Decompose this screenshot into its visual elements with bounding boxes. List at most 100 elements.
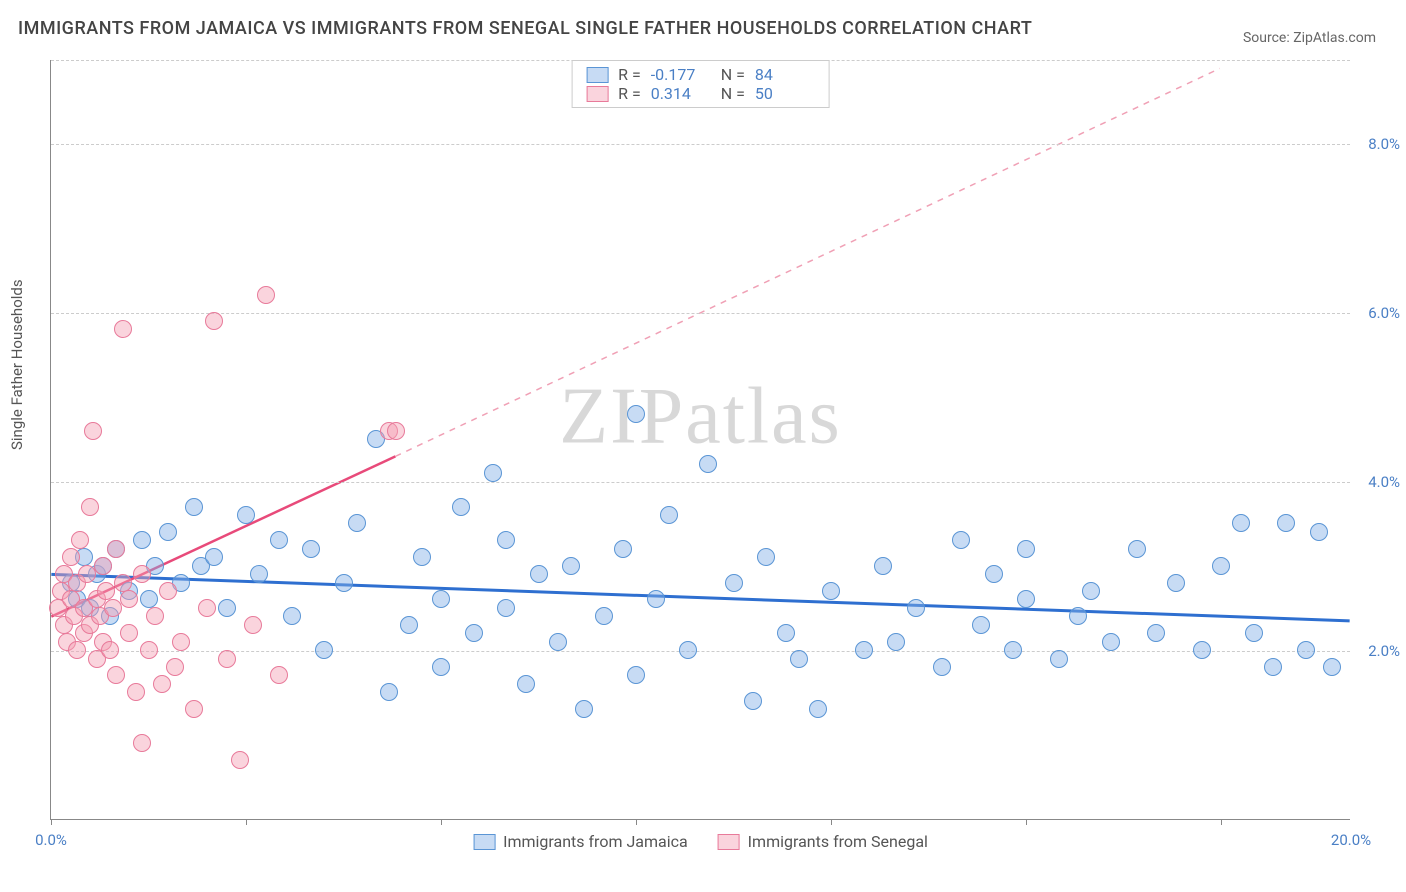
data-point-senegal [159,582,177,600]
data-point-jamaica [484,464,502,482]
data-point-senegal [185,700,203,718]
data-point-jamaica [465,624,483,642]
data-point-senegal [133,565,151,583]
data-point-senegal [114,320,132,338]
data-point-jamaica [205,548,223,566]
gridline [51,60,1350,61]
data-point-jamaica [972,616,990,634]
data-point-senegal [270,666,288,684]
data-point-senegal [114,574,132,592]
data-point-jamaica [1050,650,1068,668]
data-point-jamaica [1323,658,1341,676]
data-point-jamaica [1167,574,1185,592]
data-point-senegal [244,616,262,634]
x-tick-mark [1026,819,1027,825]
legend-row-jamaica: R = -0.177 N = 84 [586,65,815,84]
x-tick-mark [441,819,442,825]
y-tick-label: 6.0% [1368,304,1400,322]
data-point-senegal [81,498,99,516]
y-axis-label: Single Father Households [8,279,26,450]
data-point-senegal [104,599,122,617]
data-point-jamaica [1004,641,1022,659]
data-point-jamaica [1277,514,1295,532]
data-point-jamaica [413,548,431,566]
data-point-senegal [120,624,138,642]
legend-row-senegal: R = 0.314 N = 50 [586,84,815,103]
data-point-jamaica [985,565,1003,583]
data-point-jamaica [315,641,333,659]
data-point-jamaica [400,616,418,634]
x-tick-mark [831,819,832,825]
data-point-jamaica [432,590,450,608]
data-point-jamaica [452,498,470,516]
data-point-senegal [120,590,138,608]
data-point-senegal [205,312,223,330]
r-label: R = [618,84,641,103]
n-label: N = [721,84,745,103]
gridline [51,313,1350,314]
data-point-jamaica [432,658,450,676]
data-point-jamaica [952,531,970,549]
data-point-jamaica [1082,582,1100,600]
data-point-jamaica [1264,658,1282,676]
data-point-senegal [166,658,184,676]
n-label: N = [721,65,745,84]
data-point-jamaica [725,574,743,592]
data-point-jamaica [348,514,366,532]
data-point-jamaica [679,641,697,659]
data-point-senegal [78,565,96,583]
data-point-senegal [387,422,405,440]
trend-lines [51,60,1350,819]
r-value: 0.314 [651,84,711,103]
data-point-jamaica [1193,641,1211,659]
data-point-senegal [257,286,275,304]
data-point-jamaica [1017,590,1035,608]
data-point-senegal [84,422,102,440]
r-label: R = [618,65,641,84]
data-point-jamaica [874,557,892,575]
data-point-jamaica [497,599,515,617]
data-point-jamaica [1232,514,1250,532]
data-point-jamaica [855,641,873,659]
y-tick-label: 2.0% [1368,642,1400,660]
data-point-senegal [71,531,89,549]
gridline [51,651,1350,652]
y-tick-label: 8.0% [1368,135,1400,153]
data-point-jamaica [250,565,268,583]
data-point-jamaica [1017,540,1035,558]
correlation-legend: R = -0.177 N = 84R = 0.314 N = 50 [571,60,830,108]
watermark: ZIPatlas [559,371,842,462]
data-point-jamaica [575,700,593,718]
data-point-jamaica [283,607,301,625]
data-point-jamaica [647,590,665,608]
swatch-icon [586,67,608,83]
data-point-senegal [107,540,125,558]
gridline [51,144,1350,145]
data-point-jamaica [660,506,678,524]
x-tick-mark [636,819,637,825]
x-tick-label: 0.0% [35,831,67,849]
x-tick-mark [246,819,247,825]
series-legend: Immigrants from JamaicaImmigrants from S… [473,832,928,851]
data-point-jamaica [549,633,567,651]
data-point-senegal [172,633,190,651]
data-point-jamaica [777,624,795,642]
data-point-jamaica [1297,641,1315,659]
data-point-senegal [153,675,171,693]
data-point-senegal [231,751,249,769]
legend-item-jamaica: Immigrants from Jamaica [473,832,688,851]
data-point-jamaica [237,506,255,524]
data-point-jamaica [790,650,808,668]
data-point-senegal [107,666,125,684]
data-point-jamaica [627,666,645,684]
data-point-senegal [133,734,151,752]
data-point-jamaica [1128,540,1146,558]
data-point-senegal [218,650,236,668]
data-point-jamaica [809,700,827,718]
data-point-jamaica [699,455,717,473]
data-point-jamaica [595,607,613,625]
data-point-jamaica [1102,633,1120,651]
data-point-senegal [140,641,158,659]
data-point-jamaica [1310,523,1328,541]
data-point-senegal [62,548,80,566]
